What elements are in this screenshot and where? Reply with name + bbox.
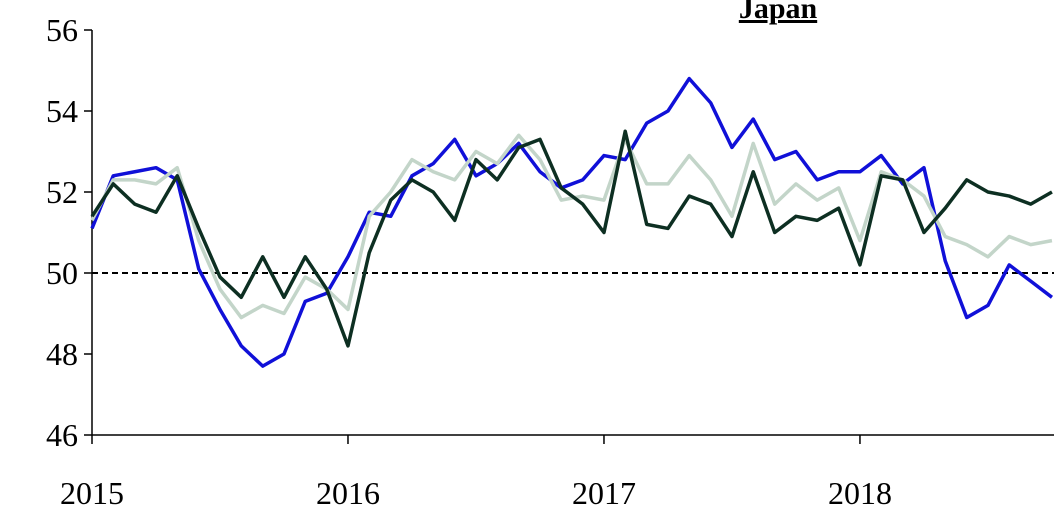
series-line <box>90 76 1054 368</box>
x-tick-label: 2018 <box>828 475 892 509</box>
series-line <box>90 129 1053 348</box>
y-tick-label: 56 <box>46 12 78 48</box>
x-tick-label: 2015 <box>60 475 124 509</box>
x-tick-label: 2016 <box>316 475 380 509</box>
y-tick-label: 54 <box>46 93 78 129</box>
x-tick-label: 2017 <box>572 475 636 509</box>
y-tick-label: 46 <box>46 417 78 453</box>
y-tick-label: 52 <box>46 174 78 210</box>
y-tick-label: 48 <box>46 336 78 372</box>
y-tick-label: 50 <box>46 255 78 291</box>
chart-title: Japan <box>739 0 818 25</box>
